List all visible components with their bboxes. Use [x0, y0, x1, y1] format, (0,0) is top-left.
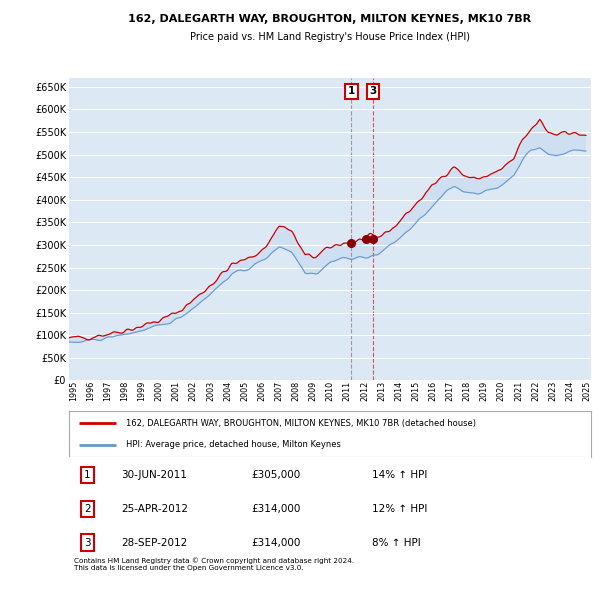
Text: 2010: 2010	[326, 381, 335, 401]
Text: 2023: 2023	[548, 381, 557, 401]
Text: 14% ↑ HPI: 14% ↑ HPI	[372, 470, 427, 480]
Text: £305,000: £305,000	[252, 470, 301, 480]
Text: 2008: 2008	[292, 381, 301, 401]
Text: 2012: 2012	[360, 381, 369, 401]
Text: 2021: 2021	[514, 381, 523, 401]
Text: 2014: 2014	[394, 381, 403, 401]
Text: 1995: 1995	[69, 381, 78, 401]
Text: Contains HM Land Registry data © Crown copyright and database right 2024.
This d: Contains HM Land Registry data © Crown c…	[74, 558, 355, 571]
Text: 2015: 2015	[411, 381, 420, 401]
Text: 2013: 2013	[377, 381, 386, 401]
Text: 25-APR-2012: 25-APR-2012	[121, 504, 188, 514]
Text: 162, DALEGARTH WAY, BROUGHTON, MILTON KEYNES, MK10 7BR (detached house): 162, DALEGARTH WAY, BROUGHTON, MILTON KE…	[127, 419, 476, 428]
Text: 2016: 2016	[428, 381, 437, 401]
Text: £314,000: £314,000	[252, 504, 301, 514]
Text: 1998: 1998	[121, 381, 130, 401]
Text: 2018: 2018	[463, 381, 472, 401]
Text: 2009: 2009	[308, 381, 317, 401]
Text: 2007: 2007	[274, 381, 283, 401]
Text: 2001: 2001	[172, 381, 181, 401]
Text: 1999: 1999	[137, 381, 146, 401]
Text: 2017: 2017	[446, 381, 455, 401]
Text: 2004: 2004	[223, 381, 232, 401]
Text: Price paid vs. HM Land Registry's House Price Index (HPI): Price paid vs. HM Land Registry's House …	[190, 32, 470, 42]
Text: 1996: 1996	[86, 381, 95, 401]
Text: 2019: 2019	[480, 381, 489, 401]
Text: HPI: Average price, detached house, Milton Keynes: HPI: Average price, detached house, Milt…	[127, 440, 341, 449]
Text: 12% ↑ HPI: 12% ↑ HPI	[372, 504, 427, 514]
Text: 2025: 2025	[583, 381, 592, 401]
Text: 2020: 2020	[497, 381, 506, 401]
Text: 2006: 2006	[257, 381, 266, 401]
Text: 2: 2	[84, 504, 91, 514]
Text: 2000: 2000	[155, 381, 164, 401]
Text: 30-JUN-2011: 30-JUN-2011	[121, 470, 187, 480]
Text: 2005: 2005	[240, 381, 249, 401]
Text: 2024: 2024	[565, 381, 574, 401]
Text: 1: 1	[84, 470, 91, 480]
Text: 3: 3	[84, 537, 91, 548]
Text: 8% ↑ HPI: 8% ↑ HPI	[372, 537, 421, 548]
Text: 2022: 2022	[531, 381, 540, 401]
Text: 2002: 2002	[189, 381, 198, 401]
Text: 3: 3	[369, 87, 376, 97]
Text: £314,000: £314,000	[252, 537, 301, 548]
Text: 2003: 2003	[206, 381, 215, 401]
Text: 162, DALEGARTH WAY, BROUGHTON, MILTON KEYNES, MK10 7BR: 162, DALEGARTH WAY, BROUGHTON, MILTON KE…	[128, 14, 532, 24]
Text: 28-SEP-2012: 28-SEP-2012	[121, 537, 187, 548]
Text: 2011: 2011	[343, 381, 352, 401]
Text: 1: 1	[348, 87, 355, 97]
Text: 1997: 1997	[103, 381, 112, 401]
